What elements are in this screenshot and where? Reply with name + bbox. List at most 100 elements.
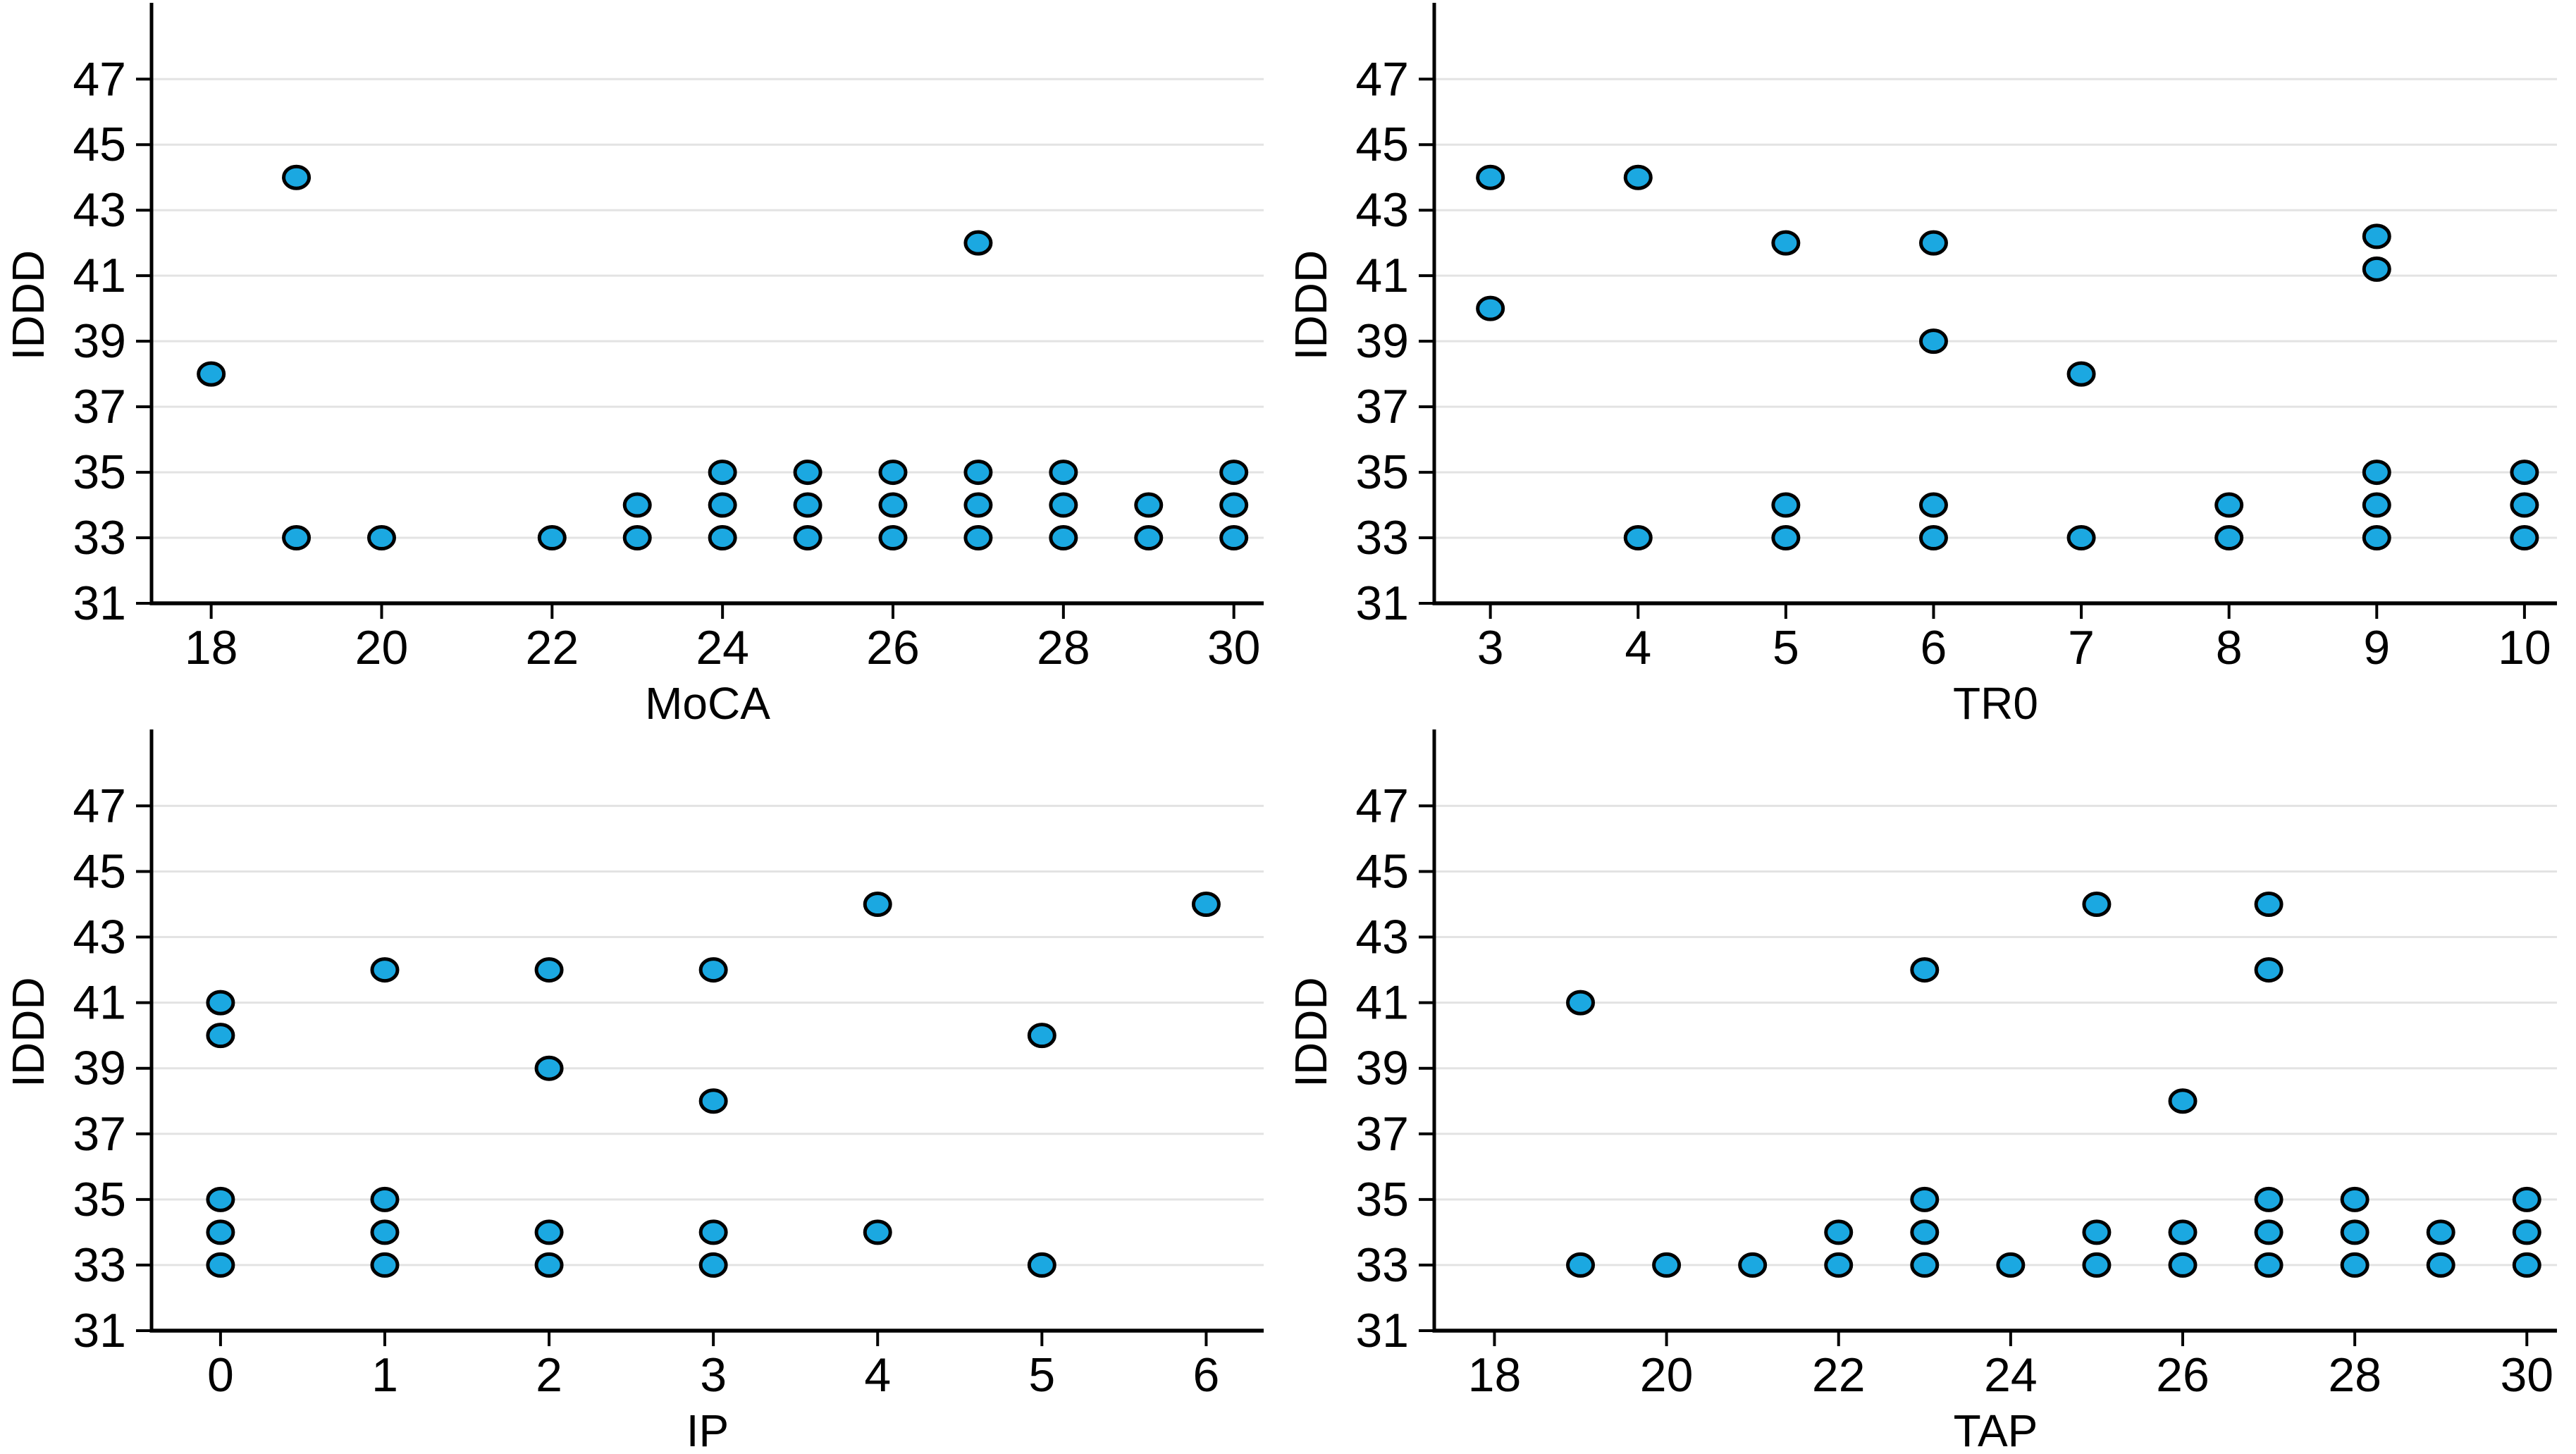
data-point bbox=[2512, 1252, 2541, 1278]
data-point bbox=[708, 492, 737, 518]
y-tick-label: 43 bbox=[73, 183, 126, 237]
data-point bbox=[708, 525, 737, 551]
data-point bbox=[1049, 492, 1078, 518]
data-point bbox=[2254, 957, 2284, 983]
data-point bbox=[622, 525, 652, 551]
data-point bbox=[1623, 164, 1653, 190]
x-tick-label: 30 bbox=[2500, 1348, 2553, 1402]
data-point bbox=[2254, 1219, 2284, 1245]
y-tick-label: 47 bbox=[1355, 779, 1409, 832]
data-point bbox=[1027, 1252, 1056, 1278]
axes bbox=[149, 3, 1264, 605]
data-point bbox=[206, 1219, 235, 1245]
gridlines bbox=[152, 78, 1264, 539]
x-tick-label: 4 bbox=[1625, 621, 1651, 674]
data-point bbox=[878, 492, 908, 518]
data-point bbox=[2340, 1252, 2369, 1278]
axes bbox=[149, 729, 1264, 1333]
y-tick-label: 41 bbox=[73, 249, 126, 302]
x-tick-label: 3 bbox=[1477, 621, 1504, 674]
data-point bbox=[206, 1186, 235, 1212]
data-point bbox=[2512, 1219, 2541, 1245]
y-tick-label: 47 bbox=[73, 779, 126, 832]
axes bbox=[1432, 729, 2557, 1333]
data-point bbox=[2254, 1186, 2284, 1212]
x-axis-title: TR0 bbox=[1953, 678, 2038, 727]
data-point bbox=[1027, 1023, 1056, 1049]
x-tick-label: 2 bbox=[536, 1348, 562, 1402]
tick-marks bbox=[136, 78, 1235, 619]
data-point bbox=[2168, 1252, 2198, 1278]
y-tick-label: 43 bbox=[1355, 183, 1409, 237]
data-point bbox=[2426, 1252, 2455, 1278]
data-point bbox=[2426, 1219, 2455, 1245]
x-tick-label: 26 bbox=[2156, 1348, 2210, 1402]
data-point bbox=[1219, 460, 1249, 486]
data-point bbox=[370, 1186, 400, 1212]
data-point bbox=[1824, 1219, 1854, 1245]
y-tick-label: 45 bbox=[1355, 844, 1409, 898]
data-point bbox=[2362, 223, 2391, 249]
data-point bbox=[622, 492, 652, 518]
x-tick-label: 18 bbox=[185, 621, 238, 674]
data-point bbox=[1918, 328, 1948, 355]
data-points bbox=[206, 892, 1221, 1278]
y-tick-label: 33 bbox=[1355, 511, 1409, 565]
data-point bbox=[2168, 1219, 2198, 1245]
data-point bbox=[197, 361, 226, 387]
y-tick-label: 45 bbox=[73, 844, 126, 898]
y-tick-label: 31 bbox=[1355, 577, 1409, 630]
data-point bbox=[1996, 1252, 2026, 1278]
data-point bbox=[1918, 525, 1948, 551]
data-point bbox=[2510, 525, 2539, 551]
y-tick-label: 35 bbox=[1355, 445, 1409, 499]
x-tick-label: 28 bbox=[1037, 621, 1090, 674]
tick-marks bbox=[1419, 78, 2526, 619]
data-point bbox=[2340, 1219, 2369, 1245]
data-point bbox=[963, 230, 993, 256]
data-point bbox=[370, 1219, 400, 1245]
y-tick-label: 35 bbox=[73, 1173, 126, 1226]
data-point bbox=[2362, 492, 2391, 518]
x-tick-label: 0 bbox=[207, 1348, 234, 1402]
data-point bbox=[534, 1055, 564, 1081]
data-point bbox=[1049, 525, 1078, 551]
y-tick-label: 33 bbox=[1355, 1238, 1409, 1292]
data-point bbox=[534, 1252, 564, 1278]
data-point bbox=[1623, 525, 1653, 551]
data-point bbox=[2082, 1219, 2112, 1245]
data-point bbox=[1566, 990, 1596, 1016]
x-tick-label: 28 bbox=[2328, 1348, 2381, 1402]
data-point bbox=[1476, 295, 1505, 321]
y-axis-title: IDDD bbox=[3, 250, 54, 360]
y-tick-label: 37 bbox=[1355, 1107, 1409, 1161]
gridlines bbox=[1434, 78, 2557, 539]
data-point bbox=[2254, 892, 2284, 917]
data-point bbox=[1219, 492, 1249, 518]
data-point bbox=[1134, 492, 1164, 518]
y-tick-label: 47 bbox=[73, 52, 126, 106]
data-point bbox=[2512, 1186, 2541, 1212]
data-point bbox=[206, 1023, 235, 1049]
data-point bbox=[1219, 525, 1249, 551]
data-point bbox=[2254, 1252, 2284, 1278]
data-points bbox=[1476, 164, 2539, 551]
data-point bbox=[863, 892, 892, 917]
y-tick-label: 41 bbox=[73, 976, 126, 1030]
data-point bbox=[2168, 1088, 2198, 1114]
data-point bbox=[2362, 525, 2391, 551]
x-tick-label: 20 bbox=[355, 621, 409, 674]
data-point bbox=[793, 492, 822, 518]
y-tick-label: 41 bbox=[1355, 249, 1409, 302]
y-tick-label: 37 bbox=[73, 380, 126, 433]
data-point bbox=[698, 1219, 728, 1245]
data-point bbox=[878, 460, 908, 486]
x-axis-title: IP bbox=[686, 1405, 729, 1454]
data-point bbox=[206, 990, 235, 1016]
data-point bbox=[1918, 230, 1948, 256]
data-point bbox=[1134, 525, 1164, 551]
